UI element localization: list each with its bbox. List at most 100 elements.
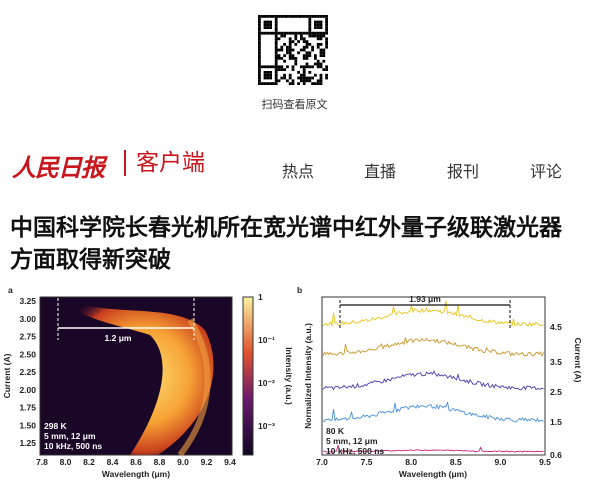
x-tick-label: 8.4 — [107, 457, 119, 467]
qr-module — [322, 51, 326, 55]
qr-module — [260, 31, 264, 35]
qr-module — [302, 40, 306, 43]
qr-module — [322, 54, 326, 57]
qr-module — [258, 73, 261, 77]
qr-module — [322, 34, 326, 38]
qr-module — [280, 57, 284, 60]
qr-module — [319, 43, 323, 46]
colorbar-tick-label: 1 — [258, 292, 263, 302]
nav-item[interactable]: 评论 — [530, 162, 563, 181]
panel-label: b — [297, 285, 302, 295]
qr-module — [294, 43, 298, 46]
y-tick-label: 2.75 — [19, 332, 36, 342]
qr-module — [274, 71, 278, 74]
qr-module — [316, 65, 320, 69]
qr-module — [274, 48, 278, 52]
qr-module — [305, 65, 309, 69]
qr-module — [325, 26, 328, 29]
figure: a 3.25 3.00 2.75 2.50 2.25 2.00 1.75 1.50 1.257.8… — [2, 285, 583, 479]
y-tick-label: 3.25 — [19, 296, 36, 306]
qr-module — [291, 57, 295, 60]
nav-item[interactable]: 热点 — [282, 162, 315, 181]
qr-module — [258, 51, 261, 55]
qr-module — [314, 57, 317, 60]
qr-module — [258, 62, 261, 66]
qr-module — [263, 73, 267, 77]
qr-module — [291, 68, 295, 71]
x-tick-label: 7.0 — [316, 457, 328, 467]
qr-module — [300, 73, 303, 77]
qr-module — [272, 82, 275, 85]
note: 5 mm, 12 μm — [44, 431, 96, 441]
qr-module — [258, 68, 261, 71]
logo-sub[interactable]: 客户端 — [124, 150, 205, 176]
qr-module — [302, 68, 306, 71]
note: 298 K — [44, 421, 68, 431]
qr-module — [314, 73, 317, 77]
qr-module — [258, 65, 261, 69]
qr-module — [288, 43, 292, 46]
qr-module — [297, 40, 300, 43]
qr-module — [258, 59, 261, 63]
qr-module — [308, 54, 312, 57]
qr-module — [314, 20, 317, 24]
spectrum-line — [322, 370, 544, 391]
qr-module — [319, 23, 323, 27]
qr-module — [305, 76, 309, 80]
qr-module — [308, 23, 312, 27]
qr-module — [308, 79, 312, 83]
nav-item[interactable]: 报刊 — [447, 162, 480, 181]
qr-module — [266, 82, 270, 85]
qr-module — [294, 57, 298, 60]
qr-module — [260, 65, 264, 69]
qr-module — [322, 31, 326, 35]
qr-module — [274, 73, 278, 77]
qr-module — [325, 68, 328, 71]
qr-module — [316, 15, 320, 18]
qr-module — [277, 48, 281, 52]
qr-module — [258, 15, 261, 18]
x-axis-label: Wavelength (μm) — [102, 469, 170, 479]
qr-module — [269, 73, 272, 77]
qr-module — [305, 57, 309, 60]
logo[interactable]: 人民日报 — [12, 153, 105, 182]
colorbar-tick-label: 10⁻² — [258, 378, 275, 388]
spectra-frame — [321, 296, 546, 456]
qr-module — [263, 82, 267, 85]
qr-module — [274, 45, 278, 49]
qr-module — [274, 34, 278, 38]
qr-module — [274, 82, 278, 85]
qr-module — [286, 31, 289, 35]
qr-module — [283, 68, 286, 71]
qr-module — [286, 45, 289, 49]
qr-module — [258, 57, 261, 60]
nav-item[interactable]: 直播 — [364, 162, 397, 181]
qr-module — [269, 82, 272, 85]
qr-module — [300, 34, 303, 38]
x-tick-label: 8.5 — [450, 457, 462, 467]
qr-module — [302, 57, 306, 60]
qr-module — [288, 51, 292, 55]
y2-tick-label: 4.5 — [550, 322, 562, 332]
qr-module — [305, 40, 309, 43]
qr-module — [319, 73, 323, 77]
qr-module — [297, 76, 300, 80]
qr-module — [286, 48, 289, 52]
qr-module — [266, 65, 270, 69]
qr-module — [305, 31, 309, 35]
qr-module — [283, 31, 286, 35]
qr-module — [266, 15, 270, 18]
qr-module — [316, 31, 320, 35]
qr-module — [274, 68, 278, 71]
qr-module — [308, 43, 312, 46]
qr-module — [263, 76, 267, 80]
note: 80 K — [326, 426, 345, 436]
qr-module — [302, 45, 306, 49]
qr-module — [300, 31, 303, 35]
x-tick-label: 8.0 — [405, 457, 417, 467]
qr-module — [325, 23, 328, 27]
y2-tick-label: 3.5 — [550, 357, 562, 367]
qr-module — [258, 43, 261, 46]
qr-module — [319, 26, 323, 29]
spectrum-line — [322, 401, 544, 423]
